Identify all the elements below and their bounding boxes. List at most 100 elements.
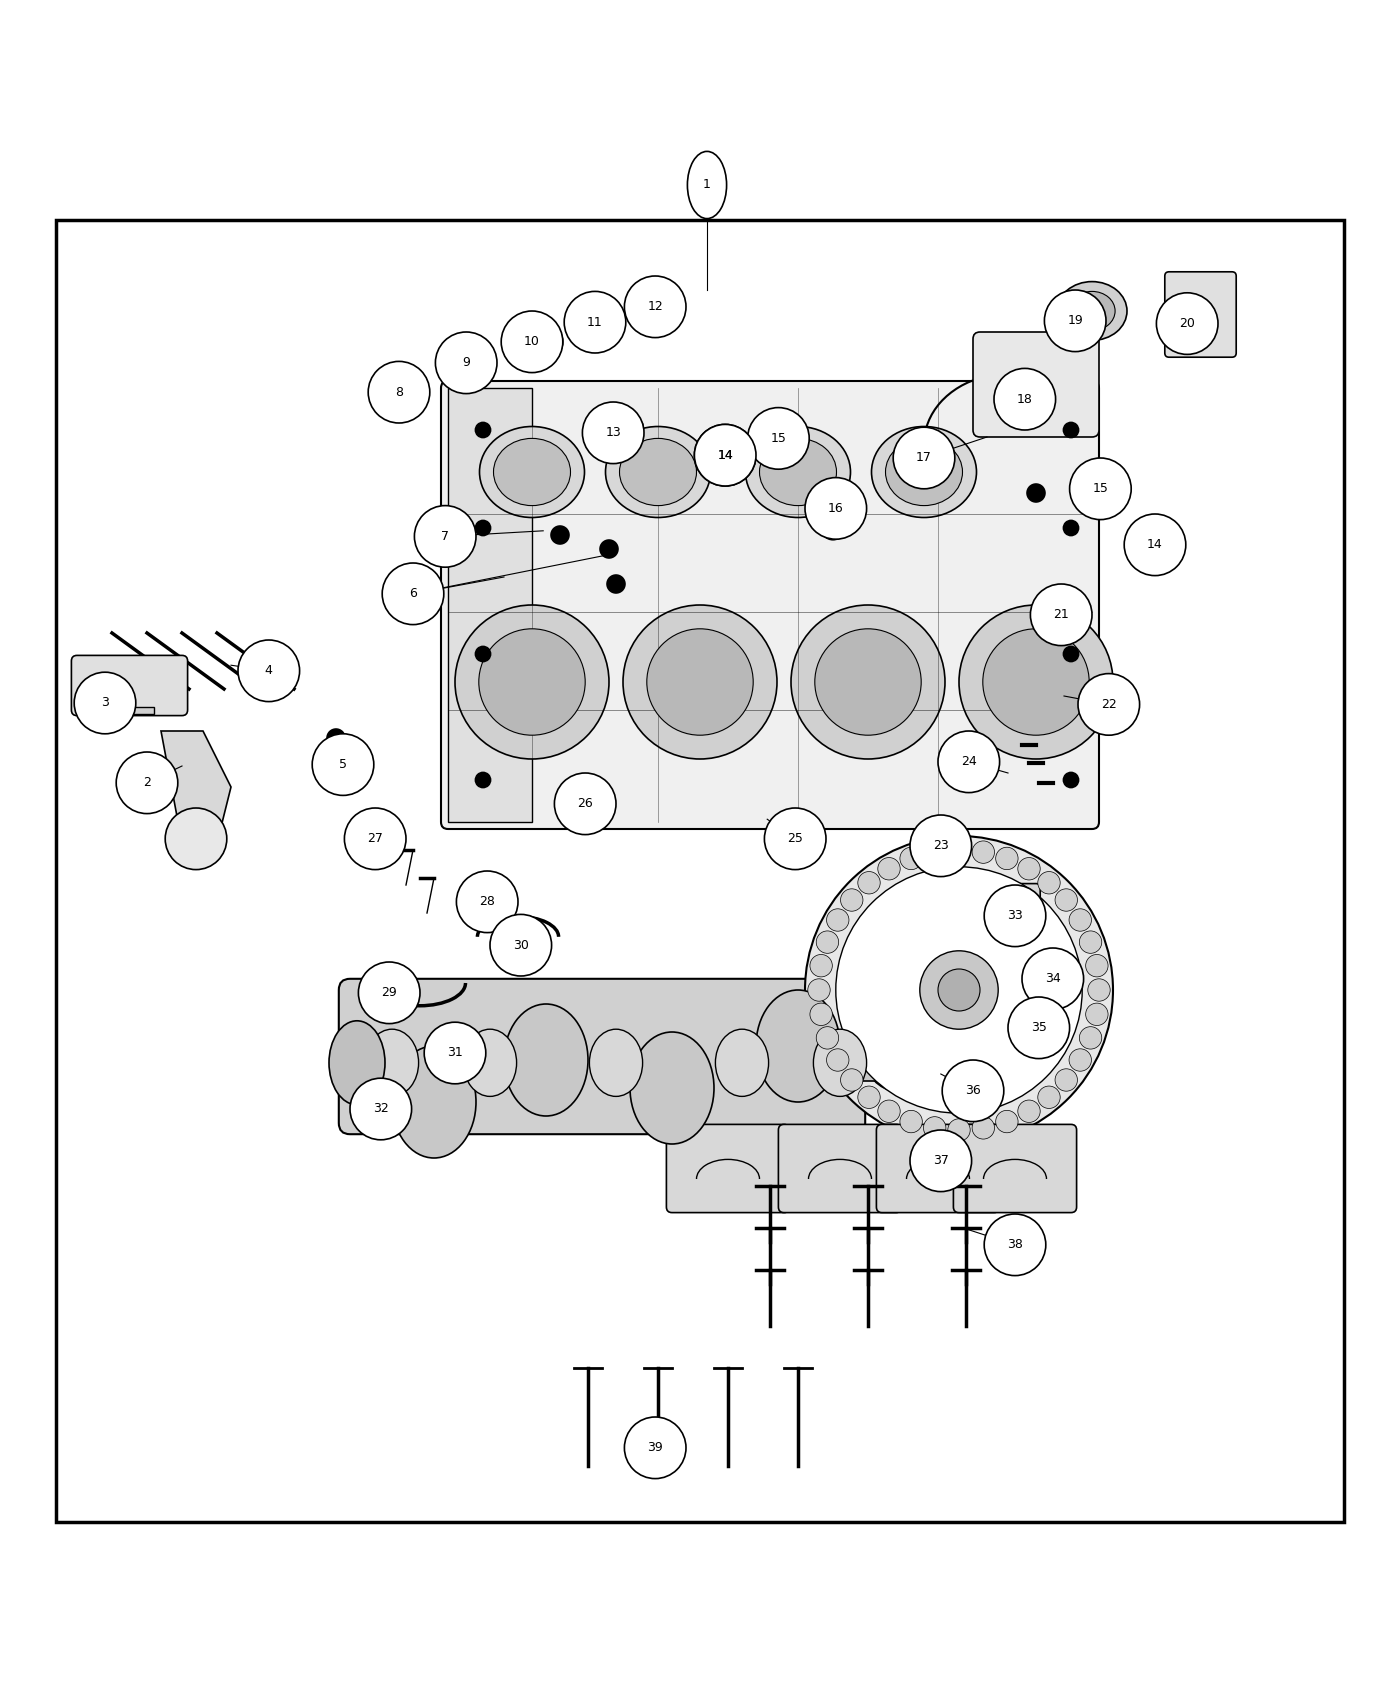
Text: 38: 38 — [1007, 1238, 1023, 1251]
Ellipse shape — [589, 1028, 643, 1096]
Text: 34: 34 — [1044, 972, 1061, 986]
Circle shape — [1070, 1049, 1092, 1071]
Circle shape — [1044, 291, 1106, 352]
Circle shape — [694, 425, 756, 486]
Circle shape — [1018, 1100, 1040, 1122]
Text: 16: 16 — [827, 502, 844, 515]
Circle shape — [1030, 585, 1092, 646]
Circle shape — [1124, 513, 1186, 576]
Circle shape — [808, 979, 830, 1001]
Circle shape — [326, 750, 346, 768]
Circle shape — [816, 1027, 839, 1049]
Text: 12: 12 — [647, 301, 664, 313]
Ellipse shape — [384, 382, 414, 408]
Circle shape — [820, 515, 846, 541]
Circle shape — [900, 847, 923, 870]
FancyBboxPatch shape — [1165, 272, 1236, 357]
Text: 10: 10 — [524, 335, 540, 348]
Circle shape — [116, 751, 178, 814]
Circle shape — [599, 539, 619, 559]
Circle shape — [1070, 457, 1131, 520]
Text: 14: 14 — [1147, 539, 1163, 551]
Circle shape — [624, 1418, 686, 1479]
Circle shape — [972, 842, 994, 864]
Circle shape — [1156, 292, 1218, 354]
Circle shape — [368, 362, 430, 423]
Text: 32: 32 — [372, 1103, 389, 1115]
Circle shape — [984, 1214, 1046, 1275]
Text: 27: 27 — [367, 833, 384, 845]
Ellipse shape — [885, 439, 963, 505]
Circle shape — [1008, 996, 1070, 1059]
Circle shape — [830, 502, 850, 520]
Circle shape — [606, 575, 626, 593]
Text: 14: 14 — [717, 449, 734, 462]
Circle shape — [479, 629, 585, 734]
Text: 33: 33 — [1007, 910, 1023, 923]
FancyBboxPatch shape — [71, 656, 188, 716]
Ellipse shape — [629, 286, 682, 330]
Circle shape — [815, 629, 921, 734]
FancyBboxPatch shape — [666, 1124, 790, 1212]
Circle shape — [959, 605, 1113, 758]
Ellipse shape — [756, 989, 840, 1102]
Text: 29: 29 — [381, 986, 398, 1000]
Text: 4: 4 — [265, 665, 273, 677]
Circle shape — [1022, 949, 1084, 1010]
Ellipse shape — [454, 350, 484, 376]
Bar — [840, 1039, 903, 1081]
Circle shape — [238, 639, 300, 702]
Ellipse shape — [493, 439, 571, 505]
FancyBboxPatch shape — [976, 884, 1040, 926]
Circle shape — [748, 408, 809, 469]
Ellipse shape — [640, 296, 671, 321]
Ellipse shape — [463, 1028, 517, 1096]
Circle shape — [1085, 954, 1107, 977]
Circle shape — [475, 422, 491, 439]
Circle shape — [983, 629, 1089, 734]
Ellipse shape — [581, 309, 612, 335]
Text: 17: 17 — [916, 452, 932, 464]
Circle shape — [893, 427, 955, 490]
Circle shape — [771, 425, 791, 445]
Circle shape — [624, 275, 686, 338]
Circle shape — [350, 1078, 412, 1139]
Ellipse shape — [329, 1020, 385, 1105]
Text: 3: 3 — [101, 697, 109, 709]
Text: 21: 21 — [1053, 609, 1070, 620]
FancyBboxPatch shape — [973, 332, 1099, 437]
Circle shape — [490, 915, 552, 976]
Circle shape — [455, 605, 609, 758]
Circle shape — [623, 605, 777, 758]
Ellipse shape — [521, 330, 552, 354]
FancyBboxPatch shape — [778, 1124, 902, 1212]
Text: 36: 36 — [965, 1085, 981, 1096]
Circle shape — [900, 1110, 923, 1132]
Circle shape — [984, 886, 1046, 947]
Circle shape — [924, 1117, 946, 1139]
Circle shape — [878, 1100, 900, 1122]
Text: 25: 25 — [787, 833, 804, 845]
Circle shape — [1037, 872, 1060, 894]
FancyBboxPatch shape — [876, 1124, 1000, 1212]
Ellipse shape — [570, 299, 623, 345]
Text: 1: 1 — [703, 178, 711, 192]
Ellipse shape — [442, 340, 496, 386]
Circle shape — [995, 1110, 1018, 1132]
Circle shape — [382, 563, 444, 624]
Ellipse shape — [630, 1032, 714, 1144]
Circle shape — [910, 1130, 972, 1192]
Text: 19: 19 — [1067, 314, 1084, 328]
Ellipse shape — [392, 1046, 476, 1158]
FancyBboxPatch shape — [441, 381, 1099, 830]
Circle shape — [456, 870, 518, 933]
Circle shape — [840, 1069, 862, 1091]
Circle shape — [624, 418, 644, 437]
Circle shape — [858, 1086, 881, 1108]
Text: 11: 11 — [587, 316, 603, 328]
Circle shape — [501, 311, 563, 372]
Ellipse shape — [605, 427, 710, 517]
Circle shape — [840, 889, 862, 911]
Circle shape — [938, 969, 980, 1011]
Circle shape — [858, 872, 881, 894]
